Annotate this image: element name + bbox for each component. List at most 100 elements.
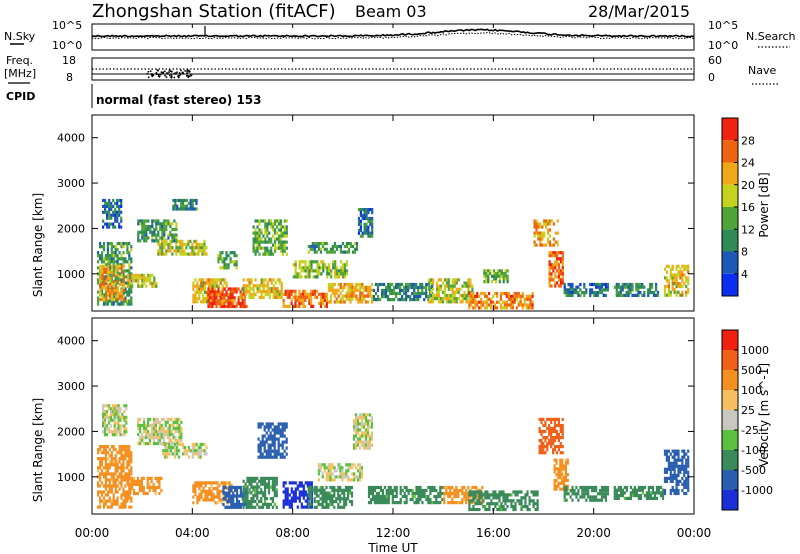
echo-cell <box>129 282 132 286</box>
echo-cell <box>199 249 202 253</box>
echo-cell <box>131 479 134 483</box>
colorbar-tick-label: -1000 <box>741 484 773 497</box>
echo-cell <box>275 225 279 229</box>
echo-cell <box>358 437 362 441</box>
echo-cell <box>277 437 280 441</box>
echo-cell <box>669 461 672 465</box>
power-panel-frame <box>91 114 695 312</box>
echo-cell <box>635 488 638 492</box>
echo-cell <box>600 492 604 496</box>
echo-cell <box>260 228 263 232</box>
echo-cell <box>304 298 307 302</box>
echo-cell <box>282 301 285 305</box>
echo-cell <box>120 264 123 268</box>
echo-cell <box>169 225 172 229</box>
echo-cell <box>256 284 259 288</box>
echo-cell <box>555 417 558 421</box>
echo-cell <box>639 485 642 490</box>
echo-cell <box>677 479 680 483</box>
echo-cell <box>559 445 562 449</box>
echo-cell <box>229 296 232 300</box>
echo-cell <box>136 482 140 486</box>
echo-cell <box>598 291 602 295</box>
freq-scatter-point <box>162 72 165 75</box>
echo-cell <box>543 222 546 226</box>
echo-cell <box>129 279 132 283</box>
echo-cell <box>304 275 307 279</box>
echo-cell <box>169 249 172 253</box>
echo-cell <box>112 266 115 270</box>
echo-cell <box>673 279 676 283</box>
echo-cell <box>174 198 177 203</box>
echo-cell <box>655 491 659 495</box>
echo-cell <box>101 264 104 268</box>
echo-cell <box>376 282 380 287</box>
echo-cell <box>122 478 125 482</box>
echo-cell <box>222 495 225 499</box>
echo-cell <box>667 279 670 283</box>
echo-cell <box>259 440 262 444</box>
echo-cell <box>555 473 558 477</box>
echo-cell <box>395 285 398 290</box>
echo-cell <box>595 282 598 287</box>
echo-cell <box>447 297 450 301</box>
echo-cell <box>327 505 330 509</box>
echo-cell <box>200 489 203 493</box>
echo-cell <box>97 299 100 303</box>
echo-cell <box>159 236 162 240</box>
echo-cell <box>343 494 346 498</box>
echo-cell <box>283 434 286 438</box>
echo-cell <box>316 263 319 267</box>
echo-cell <box>484 507 487 512</box>
echo-cell <box>308 301 311 305</box>
echo-cell <box>524 496 527 500</box>
echo-cell <box>105 288 108 293</box>
echo-cell <box>128 299 131 303</box>
echo-cell <box>371 231 374 235</box>
echo-cell <box>151 239 154 243</box>
echo-cell <box>663 452 667 456</box>
echo-cell <box>235 485 239 490</box>
echo-cell <box>351 250 355 254</box>
echo-cell <box>145 279 148 283</box>
echo-cell <box>498 274 501 278</box>
echo-cell <box>118 448 121 452</box>
echo-cell <box>589 485 592 490</box>
echo-cell <box>268 278 271 282</box>
echo-cell <box>340 269 343 273</box>
echo-cell <box>635 288 638 292</box>
freq-scatter-point <box>146 72 149 75</box>
echo-cell <box>502 493 505 497</box>
echo-cell <box>258 479 261 483</box>
echo-cell <box>363 294 366 298</box>
echo-cell <box>296 487 299 491</box>
echo-cell <box>161 233 164 237</box>
echo-cell <box>554 231 557 235</box>
echo-cell <box>200 495 203 499</box>
colorbar-tick-label: 24 <box>741 157 755 170</box>
echo-cell <box>453 491 456 496</box>
echo-cell <box>504 272 507 276</box>
echo-cell <box>304 481 307 485</box>
echo-cell <box>316 275 319 279</box>
echo-cell <box>118 295 121 299</box>
echo-cell <box>275 455 278 459</box>
echo-cell <box>120 245 123 249</box>
echo-cell <box>258 287 261 291</box>
echo-cell <box>687 449 690 453</box>
echo-cell <box>256 287 259 291</box>
echo-cell <box>302 298 305 302</box>
echo-cell <box>500 269 503 273</box>
echo-cell <box>417 485 420 490</box>
echo-cell <box>110 275 113 279</box>
echo-cell <box>486 297 489 301</box>
echo-cell <box>491 274 494 278</box>
echo-cell <box>300 275 303 279</box>
echo-cell <box>158 426 161 431</box>
echo-cell <box>118 198 121 203</box>
echo-cell <box>118 472 121 476</box>
echo-cell <box>203 252 206 256</box>
echo-cell <box>316 266 319 270</box>
echo-cell <box>323 500 326 504</box>
echo-cell <box>559 467 562 471</box>
